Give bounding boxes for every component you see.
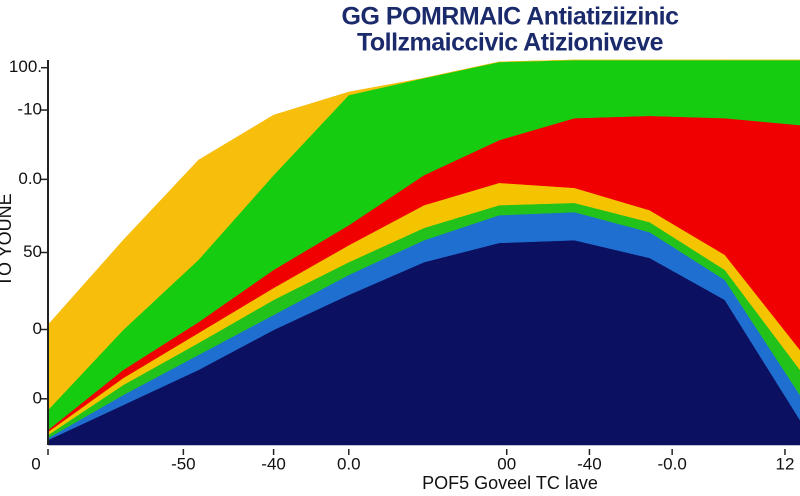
x-tick-label: -0.0 [658,454,687,473]
x-tick-label: 0.0 [337,454,361,473]
area [47,59,800,411]
y-tick-label: 0.0 [18,169,42,188]
x-tick-label: 00 [497,454,516,473]
chart-title: GG POMRMAIC Antiatiziizinic [342,3,680,31]
y-tick-label: -10 [17,100,42,119]
y-tick-label: 50 [23,242,42,261]
x-tick-label: -40 [577,454,602,473]
y-axis-label: TO YOUNE [0,193,15,286]
y-tick-label: 100. [9,57,42,76]
plot-area [47,59,800,446]
x-tick-label: 12 [775,454,794,473]
y-tick-label: 0 [33,319,42,338]
y-tick-label: 0 [33,388,42,407]
x-tick-label: -40 [261,454,286,473]
chart-subtitle: Tollzmaiccivic Atizioniveve [357,29,664,57]
x-tick-label: 0 [31,454,40,473]
x-tick-label: -50 [171,454,196,473]
x-axis-label: POF5 Goveel TC lave [422,473,598,493]
